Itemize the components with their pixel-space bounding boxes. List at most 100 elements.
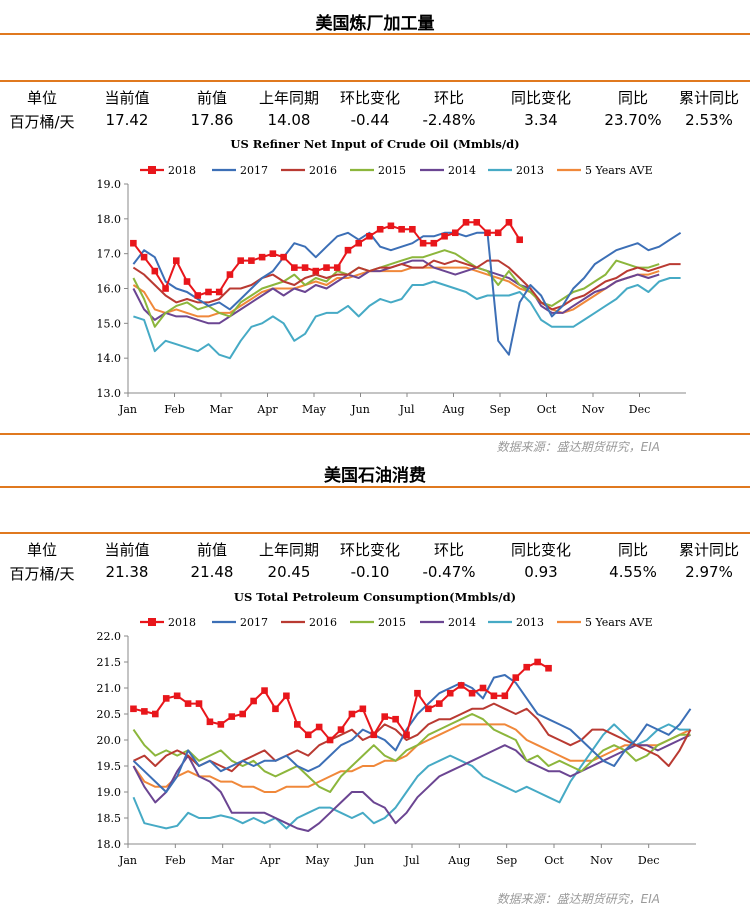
series-point [414, 689, 421, 697]
series-point [261, 687, 268, 694]
series-line-2017 [132, 231, 682, 356]
legend-label: 2018 [168, 164, 196, 177]
series-point [162, 695, 170, 702]
series-point [130, 705, 137, 713]
x-tick-label: Oct [537, 403, 557, 416]
series-point [195, 700, 203, 707]
legend-item: 2018 [140, 616, 196, 629]
x-tick-label: Apr [259, 854, 281, 867]
y-tick-label: 19.0 [97, 786, 122, 799]
legend-item: 2016 [281, 164, 337, 177]
series-point [359, 705, 367, 713]
series-point [173, 692, 181, 700]
legend-label: 5 Years AVE [585, 616, 653, 629]
series-point [294, 721, 301, 728]
stats-value-cell: 百万桶/天 [9, 113, 75, 131]
y-tick-label: 19.0 [97, 178, 122, 191]
legend-label: 2017 [240, 616, 268, 629]
series-point [490, 692, 498, 700]
stats-value-cell: 4.55% [609, 563, 657, 581]
y-tick-label: 19.5 [97, 760, 122, 773]
stats-value-cell: 2.53% [685, 111, 733, 129]
series-point [392, 715, 399, 723]
stats-header-cell: 同比变化 [510, 89, 572, 107]
series-point [206, 718, 214, 726]
series-point [283, 692, 290, 700]
series-point [194, 292, 202, 299]
series-line-2013 [133, 277, 681, 360]
legend-item: 2015 [350, 164, 406, 177]
series-point [162, 285, 169, 292]
x-tick-label: Jun [354, 854, 374, 867]
stats-header-row: 单位 当前值 前值 上年同期 环比变化 环比 同比变化 同比 累计同比 [0, 539, 750, 561]
series-point [250, 697, 257, 705]
x-tick-label: Dec [638, 854, 660, 867]
stats-header-cell: 累计同比 [678, 541, 740, 559]
series-point [425, 705, 432, 713]
series-point [304, 731, 312, 739]
series-line-2017 [132, 674, 692, 793]
series-point [545, 664, 552, 672]
legend-label: 2014 [448, 164, 476, 177]
legend-label: 2015 [378, 164, 406, 177]
stats-value-cell: 3.34 [524, 111, 558, 129]
stats-header-cell: 环比变化 [339, 541, 401, 559]
series-point [215, 288, 223, 296]
series-point [501, 692, 509, 700]
series-point [494, 229, 502, 237]
stats-value-cell: 百万桶/天 [9, 565, 75, 583]
series-point [409, 225, 416, 233]
chart-title: US Total Petroleum Consumption(Mmbls/d) [233, 590, 517, 604]
series-point [462, 219, 470, 226]
stats-value-cell: -0.47% [422, 563, 476, 581]
legend-label: 2016 [309, 164, 337, 177]
series-point [430, 239, 438, 247]
x-tick-label: Mar [209, 403, 233, 416]
series-point [184, 700, 192, 707]
y-tick-label: 14.0 [97, 352, 122, 365]
series-point [258, 253, 266, 261]
series-point [248, 257, 255, 264]
stats-header-cell: 上年同期 [258, 89, 320, 107]
series-point [301, 264, 309, 271]
stats-header-cell: 单位 [26, 89, 58, 107]
y-tick-label: 16.0 [97, 283, 122, 296]
y-tick-label: 18.5 [97, 812, 122, 825]
x-tick-label: Apr [256, 403, 278, 416]
series-point [217, 721, 225, 728]
y-tick-label: 20.0 [97, 734, 122, 747]
series-point [473, 219, 481, 226]
legend-item: 2014 [420, 164, 476, 177]
series-point [387, 222, 395, 230]
series-point [183, 278, 191, 285]
section-title-consumption: 美国石油消费 [324, 466, 426, 486]
stats-value-cell: -2.48% [422, 111, 476, 129]
stats-header-cell: 环比变化 [339, 89, 401, 107]
series-point [152, 710, 159, 718]
legend-item: 2013 [488, 616, 544, 629]
legend-label: 2018 [168, 616, 196, 629]
y-tick-label: 18.0 [97, 838, 122, 851]
series-point [446, 689, 454, 697]
data-source-note: 数据来源：盛达期货研究，EIA [496, 440, 660, 454]
series-point [140, 253, 148, 261]
x-tick-label: Feb [164, 403, 185, 416]
series-point [237, 257, 244, 264]
series-line-2016 [132, 259, 681, 311]
y-tick-label: 13.0 [97, 387, 122, 400]
x-tick-label: Jan [118, 854, 137, 867]
series-point [436, 700, 443, 707]
stats-value-cell: 0.93 [524, 563, 558, 581]
series-point [523, 663, 530, 671]
series-point [479, 684, 487, 692]
stats-value-cell: -0.10 [350, 563, 390, 581]
series-point [516, 236, 523, 244]
legend-label: 5 Years AVE [585, 164, 653, 177]
stats-value-cell: 21.38 [105, 563, 149, 581]
legend-item: 2017 [212, 164, 268, 177]
stats-value-row: 百万桶/天 17.42 17.86 14.08 -0.44 -2.48% 3.3… [0, 111, 750, 133]
series-point [326, 736, 334, 744]
section-title-refinery: 美国炼厂加工量 [315, 14, 435, 34]
chart-title: US Refiner Net Input of Crude Oil (Mmbls… [230, 137, 520, 151]
stats-header-row: 单位 当前值 前值 上年同期 环比变化 环比 同比变化 同比 累计同比 [0, 87, 750, 109]
